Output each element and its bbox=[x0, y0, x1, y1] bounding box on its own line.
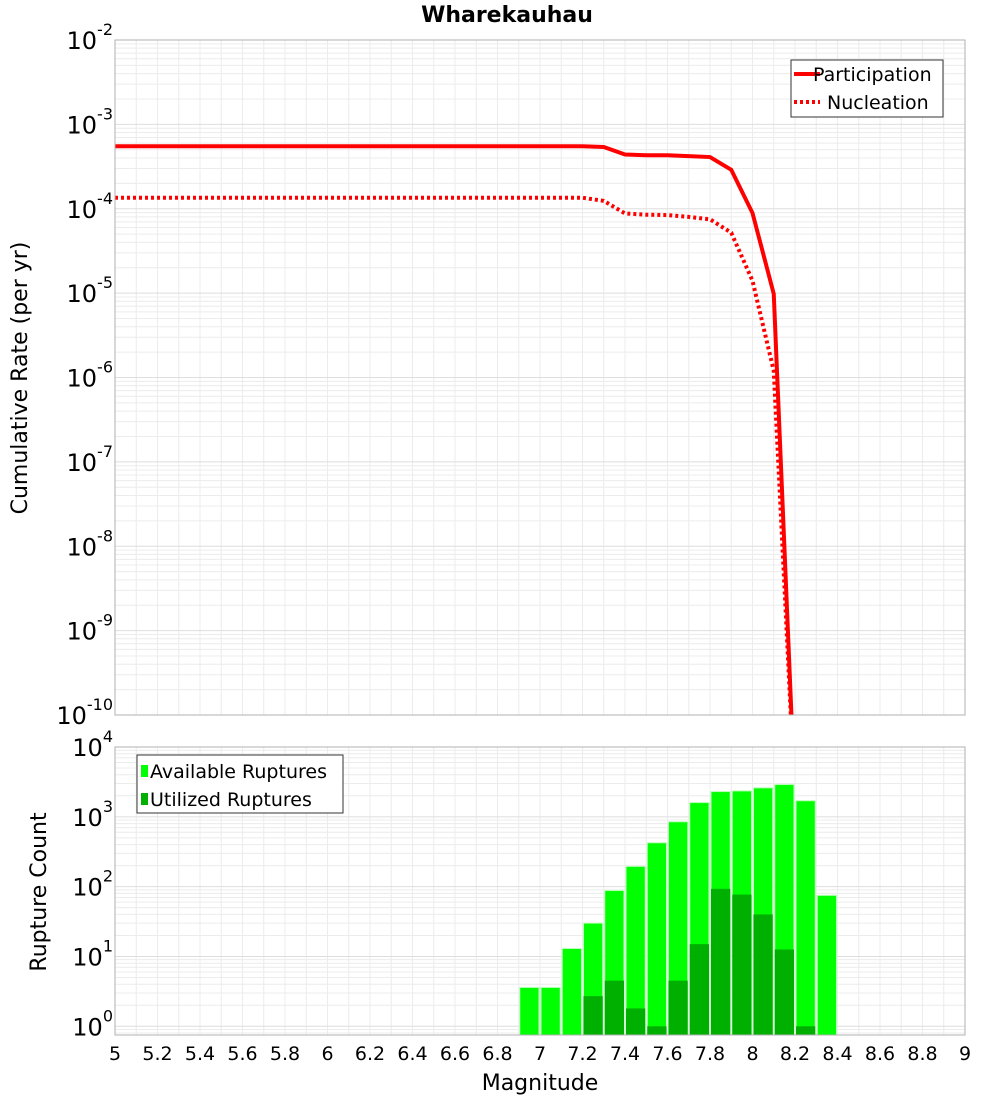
bar-utilized-ruptures bbox=[774, 949, 794, 1035]
bar-utilized-ruptures bbox=[711, 888, 731, 1035]
bottom-plot-border bbox=[114, 746, 966, 1036]
top-y-tick-label: 10-2 bbox=[67, 20, 114, 55]
bottom-legend bbox=[136, 754, 344, 814]
bar-available-ruptures bbox=[646, 842, 667, 1036]
bar-utilized-ruptures bbox=[753, 914, 773, 1035]
legend-label-utilized-ruptures: Utilized Ruptures bbox=[150, 789, 312, 811]
x-tick-label: 8.8 bbox=[907, 1043, 937, 1065]
x-tick-label: 7.6 bbox=[652, 1043, 682, 1065]
x-tick-label: 5.4 bbox=[185, 1043, 215, 1065]
x-tick-label: 7.4 bbox=[610, 1043, 640, 1065]
bar-available-ruptures bbox=[816, 894, 837, 1036]
series-line-participation bbox=[115, 144, 794, 715]
x-tick-label: 6.6 bbox=[440, 1043, 470, 1065]
bar-utilized-ruptures bbox=[689, 944, 709, 1035]
x-tick-label: 7.8 bbox=[695, 1043, 725, 1065]
x-tick-label: 7 bbox=[534, 1043, 546, 1065]
x-tick-label: 9 bbox=[959, 1043, 971, 1065]
chart-title: Wharekauhau bbox=[421, 3, 593, 28]
bar-utilized-ruptures bbox=[604, 980, 624, 1035]
top-y-tick-label: 10-4 bbox=[67, 189, 114, 224]
top-y-tick-label: 10-3 bbox=[67, 104, 114, 139]
x-tick-label: 8.4 bbox=[822, 1043, 852, 1065]
x-tick-label: 6 bbox=[321, 1043, 333, 1065]
bar-utilized-ruptures bbox=[583, 996, 603, 1035]
top-y-tick-label: 10-6 bbox=[67, 358, 114, 393]
x-tick-label: 8 bbox=[746, 1043, 758, 1065]
bottom-y-tick-label: 102 bbox=[72, 867, 113, 902]
legend-label-available-ruptures: Available Ruptures bbox=[150, 761, 327, 783]
legend-swatch-available-ruptures bbox=[141, 765, 148, 777]
legend-label-nucleation: Nucleation bbox=[827, 92, 929, 114]
bar-available-ruptures bbox=[519, 986, 540, 1036]
bar-available-ruptures bbox=[540, 986, 561, 1036]
x-tick-label: 5 bbox=[109, 1043, 121, 1065]
x-tick-label: 5.8 bbox=[270, 1043, 300, 1065]
bar-utilized-ruptures bbox=[626, 1008, 646, 1035]
x-tick-label: 5.6 bbox=[227, 1043, 257, 1065]
top-y-tick-label: 10-8 bbox=[67, 526, 114, 561]
top-y-axis-label: Cumulative Rate (per yr) bbox=[8, 242, 33, 515]
bottom-y-axis-label: Rupture Count bbox=[27, 812, 52, 972]
top-y-tick-label: 10-7 bbox=[67, 442, 114, 477]
top-y-tick-label: 10-5 bbox=[67, 273, 114, 308]
x-tick-label: 6.2 bbox=[355, 1043, 385, 1065]
x-tick-label: 6.4 bbox=[397, 1043, 427, 1065]
top-y-tick-label: 10-10 bbox=[56, 695, 113, 730]
bottom-y-tick-label: 104 bbox=[72, 727, 113, 762]
top-plot-border bbox=[114, 39, 966, 716]
bar-utilized-ruptures bbox=[796, 1026, 816, 1035]
bottom-y-tick-label: 100 bbox=[72, 1006, 113, 1041]
legend-swatch-utilized-ruptures bbox=[141, 793, 148, 805]
bar-utilized-ruptures bbox=[668, 980, 688, 1035]
x-tick-label: 8.6 bbox=[865, 1043, 895, 1065]
bar-available-ruptures bbox=[795, 800, 816, 1036]
bar-utilized-ruptures bbox=[732, 894, 752, 1035]
top-y-tick-label: 10-9 bbox=[67, 611, 114, 646]
bar-available-ruptures bbox=[561, 948, 582, 1036]
series-line-nucleation bbox=[115, 195, 793, 715]
bottom-y-tick-label: 103 bbox=[72, 797, 113, 832]
bar-utilized-ruptures bbox=[647, 1026, 667, 1035]
legend-label-participation: Participation bbox=[813, 64, 932, 86]
x-axis-label: Magnitude bbox=[482, 1071, 599, 1096]
x-tick-label: 5.2 bbox=[142, 1043, 172, 1065]
x-tick-label: 6.8 bbox=[482, 1043, 512, 1065]
top-legend bbox=[790, 59, 944, 118]
x-tick-label: 8.2 bbox=[780, 1043, 810, 1065]
x-tick-label: 7.2 bbox=[567, 1043, 597, 1065]
bottom-y-tick-label: 101 bbox=[72, 936, 113, 971]
